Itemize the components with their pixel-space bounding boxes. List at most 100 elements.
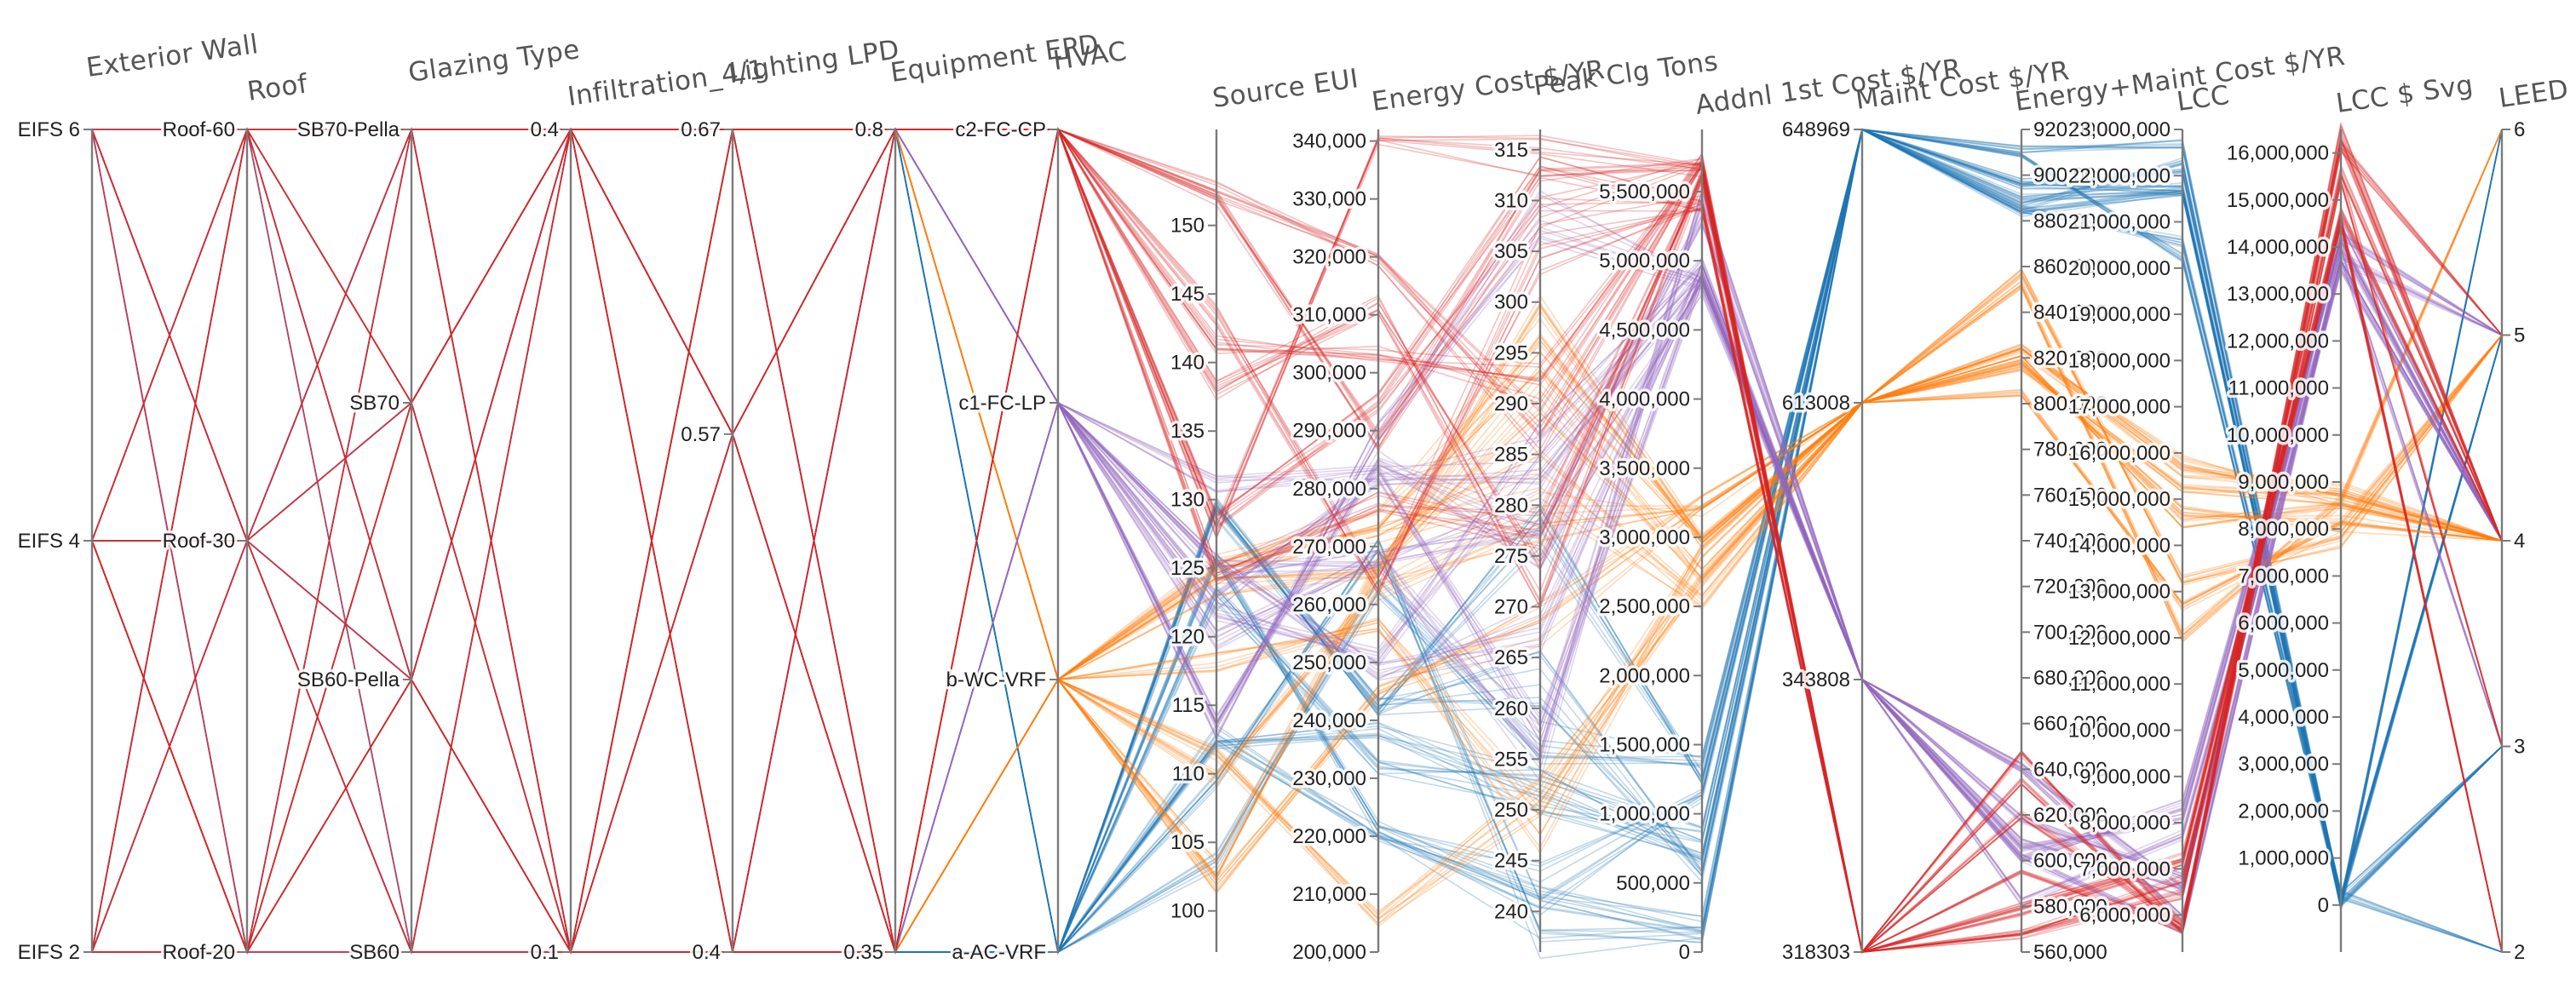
series-line-c1-FC-LP — [92, 128, 2503, 955]
series-line-c1-FC-LP — [91, 127, 2503, 953]
series-line-c1-FC-LP — [91, 127, 2503, 953]
series-line-c2-FC-CP — [91, 129, 2503, 954]
series-line-c1-FC-LP — [91, 129, 2503, 953]
series-line-a-AC-VRF — [92, 129, 2503, 954]
series-line-c2-FC-CP — [91, 127, 2503, 954]
tick-label: 290 — [1494, 393, 1528, 416]
tick-label: 305 — [1494, 240, 1528, 263]
axis-title[interactable]: Exterior Wall — [84, 29, 261, 83]
tick-label-halo: 130 — [1170, 489, 1205, 512]
tick-label: 880,000 — [2033, 209, 2107, 232]
tick-label: 6 — [2514, 118, 2525, 141]
series-line-a-AC-VRF — [92, 128, 2503, 953]
tick-label: SB60-Pella — [297, 668, 400, 691]
axis-title[interactable]: Lighting LPD — [727, 34, 901, 89]
tick-label: 3,000,000 — [1599, 526, 1690, 549]
design-option-line — [92, 432, 896, 953]
tick-label-halo: 290 — [1494, 393, 1528, 416]
design-option-line — [91, 129, 896, 954]
tick-label-halo: 13,000,000 — [2068, 581, 2171, 604]
series-line-c1-FC-LP — [91, 257, 2503, 953]
axis-title[interactable]: Roof — [245, 68, 310, 107]
tick-label-halo: a-AC-VRF — [952, 941, 1046, 964]
series-line-c1-FC-LP — [91, 127, 2503, 955]
series-line-c2-FC-CP — [92, 126, 2503, 953]
tick-label: 245 — [1494, 850, 1528, 873]
axis-title[interactable]: Peak Clg Tons — [1532, 46, 1720, 102]
axis-title[interactable]: LCC — [2175, 80, 2231, 118]
series-line-b-WC-VRF — [92, 129, 2503, 955]
series-line-a-AC-VRF — [91, 128, 2503, 953]
series-line-a-AC-VRF — [92, 128, 2503, 953]
series-line-a-AC-VRF — [91, 128, 2503, 953]
tick-label-halo: 125 — [1170, 557, 1205, 580]
series-line-c1-FC-LP — [92, 127, 2503, 955]
series-line-b-WC-VRF — [92, 127, 2503, 954]
tick-label-halo: 15,000,000 — [2227, 189, 2329, 212]
tick-label: 5,500,000 — [1599, 181, 1690, 204]
series-line-a-AC-VRF — [91, 128, 2503, 955]
tick-label: 0 — [1679, 941, 1690, 964]
series-line-c1-FC-LP — [91, 197, 2503, 955]
series-line-a-AC-VRF — [91, 128, 2503, 953]
design-option-line — [92, 129, 895, 953]
tick-label: 6,000,000 — [2079, 904, 2171, 927]
tick-label: 600,000 — [2033, 850, 2107, 873]
series-line-a-AC-VRF — [91, 128, 2503, 955]
tick-label-halo: 6,000,000 — [2079, 904, 2171, 927]
design-option-line — [91, 129, 895, 953]
tick-label: 720,000 — [2033, 576, 2107, 599]
tick-label: 660,000 — [2033, 713, 2107, 736]
axis-title[interactable]: LEED — [2497, 74, 2571, 114]
tick-label: 860,000 — [2033, 255, 2107, 278]
series-line-b-WC-VRF — [91, 129, 2503, 955]
series-line-c2-FC-CP — [92, 129, 2503, 953]
tick-label-halo: 660,000 — [2033, 713, 2107, 736]
tick-label-halo: 280,000 — [1292, 478, 1366, 501]
series-line-a-AC-VRF — [91, 127, 2503, 960]
tick-label: SB70-Pella — [297, 118, 400, 141]
tick-label: 270 — [1494, 596, 1528, 619]
series-line-b-WC-VRF — [91, 129, 2503, 955]
tick-label-halo: SB70 — [349, 392, 400, 415]
tick-label: c2-FC-CP — [955, 118, 1046, 141]
series-line-c1-FC-LP — [91, 129, 2503, 953]
series-line-b-WC-VRF — [91, 129, 2503, 953]
series-line-b-WC-VRF — [91, 129, 2503, 953]
tick-label: 150 — [1170, 215, 1205, 238]
tick-label: 0.1 — [531, 941, 559, 964]
series-line-a-AC-VRF — [91, 128, 2503, 955]
tick-label: 17,000,000 — [2068, 396, 2171, 419]
design-option-line — [91, 129, 895, 953]
series-line-c1-FC-LP — [91, 129, 2503, 955]
tick-label: b-WC-VRF — [946, 668, 1046, 691]
series-line-b-WC-VRF — [92, 129, 2503, 953]
tick-label-halo: 18,000,000 — [2068, 349, 2171, 372]
tick-label: 318303 — [1782, 941, 1850, 964]
tick-label-halo: 250 — [1494, 799, 1528, 822]
series-line-b-WC-VRF — [91, 129, 2503, 953]
series-line-a-AC-VRF — [91, 129, 2503, 955]
tick-label: 14,000,000 — [2068, 534, 2171, 557]
series-line-c2-FC-CP — [91, 128, 2503, 954]
series-line-b-WC-VRF — [91, 129, 2503, 955]
axis-title[interactable]: Glazing Type — [406, 34, 582, 89]
design-option-line — [92, 129, 895, 953]
series-line-c1-FC-LP — [91, 127, 2503, 955]
design-option-line — [91, 129, 896, 955]
design-option-line — [91, 129, 896, 953]
series-line-c1-FC-LP — [91, 129, 2503, 953]
series-line-b-WC-VRF — [91, 129, 2503, 955]
tick-label: 19,000,000 — [2068, 303, 2171, 326]
tick-label: 7,000,000 — [2079, 858, 2171, 881]
tick-label: 6,000,000 — [2238, 612, 2329, 635]
series-line-b-WC-VRF — [91, 127, 2503, 955]
design-option-line — [91, 128, 896, 953]
axis-title[interactable]: LCC $ Svg — [2334, 70, 2475, 119]
design-option-line — [91, 129, 895, 955]
tick-label-halo: 3,000,000 — [2238, 753, 2329, 776]
tick-label-halo: 2,000,000 — [2238, 800, 2329, 823]
axis-title[interactable]: Source EUI — [1210, 63, 1360, 114]
